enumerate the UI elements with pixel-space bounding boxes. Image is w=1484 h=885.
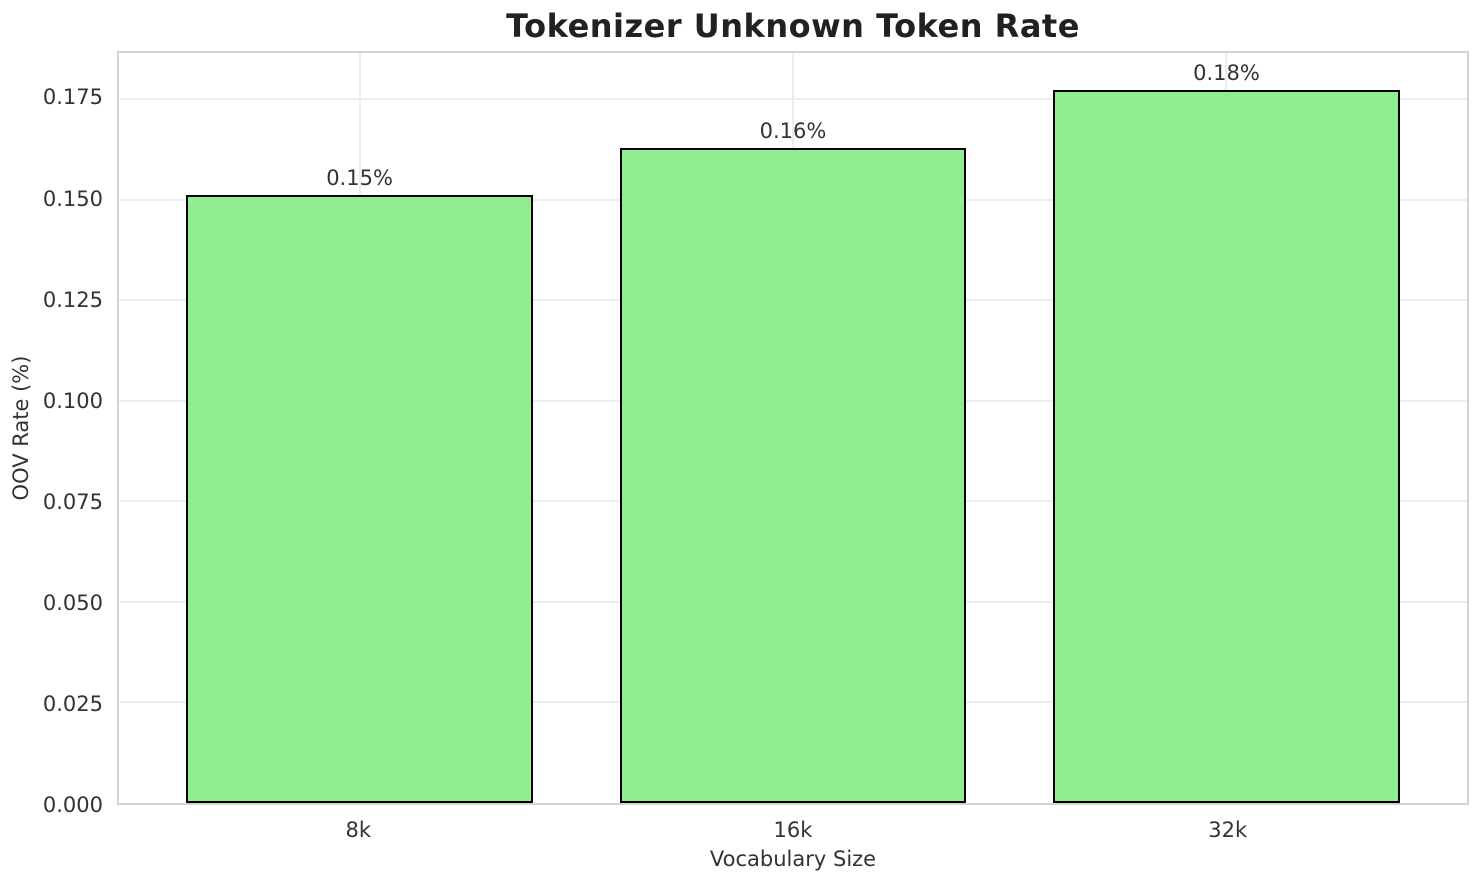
chart-title: Tokenizer Unknown Token Rate bbox=[506, 7, 1080, 45]
bar-value-label: 0.18% bbox=[1193, 61, 1260, 86]
bar-value-label: 0.16% bbox=[759, 119, 827, 144]
y-tick-label: 0.100 bbox=[42, 388, 103, 413]
y-tick-label: 0.150 bbox=[42, 186, 103, 211]
bar-value-label: 0.15% bbox=[326, 165, 393, 190]
y-tick-label: 0.075 bbox=[42, 489, 103, 514]
bar bbox=[186, 194, 533, 803]
y-tick-label: 0.175 bbox=[42, 85, 103, 110]
bar bbox=[619, 148, 967, 803]
x-tick-label: 32k bbox=[1208, 818, 1248, 842]
x-axis-label: Vocabulary Size bbox=[709, 847, 877, 871]
y-tick-label: 0.025 bbox=[42, 691, 103, 716]
y-axis-label: OOV Rate (%) bbox=[9, 355, 33, 501]
y-tick-label: 0.000 bbox=[42, 793, 103, 817]
bar bbox=[1053, 90, 1400, 803]
y-tick-label: 0.125 bbox=[42, 287, 103, 312]
y-tick-label: 0.050 bbox=[42, 590, 103, 615]
x-tick-label: 16k bbox=[773, 818, 813, 842]
x-tick-label: 8k bbox=[345, 818, 372, 842]
plot-area: 0.15% 0.16% 0.18% bbox=[117, 51, 1469, 805]
